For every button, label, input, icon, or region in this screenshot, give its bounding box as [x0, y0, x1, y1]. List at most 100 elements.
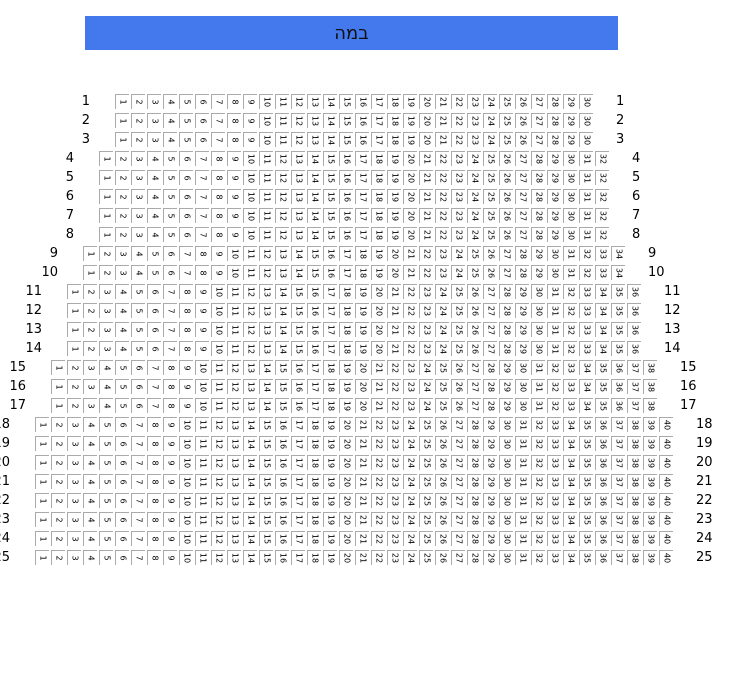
seat[interactable]: 5 [163, 170, 177, 185]
seat[interactable]: 25 [499, 113, 513, 128]
seat[interactable]: 21 [355, 474, 369, 489]
seat[interactable]: 9 [195, 322, 209, 337]
seat[interactable]: 5 [179, 132, 193, 147]
seat[interactable]: 32 [563, 341, 577, 356]
seat[interactable]: 30 [499, 512, 513, 527]
seat[interactable]: 28 [467, 474, 481, 489]
seat[interactable]: 28 [467, 550, 481, 565]
seat[interactable]: 32 [595, 227, 609, 242]
seat[interactable]: 24 [483, 132, 497, 147]
seat[interactable]: 26 [435, 474, 449, 489]
seat[interactable]: 36 [611, 398, 625, 413]
seat[interactable]: 14 [307, 170, 321, 185]
seat[interactable]: 22 [371, 474, 385, 489]
seat[interactable]: 32 [531, 493, 545, 508]
seat[interactable]: 4 [163, 113, 177, 128]
seat[interactable]: 23 [467, 113, 481, 128]
seat[interactable]: 33 [563, 360, 577, 375]
seat[interactable]: 32 [531, 531, 545, 546]
seat[interactable]: 25 [483, 208, 497, 223]
seat[interactable]: 6 [195, 113, 209, 128]
seat[interactable]: 4 [131, 246, 145, 261]
seat[interactable]: 8 [179, 341, 193, 356]
seat[interactable]: 10 [211, 322, 225, 337]
seat[interactable]: 4 [115, 284, 129, 299]
seat[interactable]: 25 [451, 322, 465, 337]
seat[interactable]: 12 [243, 303, 257, 318]
seat[interactable]: 32 [579, 246, 593, 261]
seat[interactable]: 1 [35, 512, 49, 527]
seat[interactable]: 6 [115, 436, 129, 451]
seat[interactable]: 16 [291, 379, 305, 394]
seat[interactable]: 20 [419, 132, 433, 147]
seat[interactable]: 33 [547, 436, 561, 451]
seat[interactable]: 19 [371, 265, 385, 280]
seat[interactable]: 18 [307, 455, 321, 470]
seat[interactable]: 3 [131, 151, 145, 166]
seat[interactable]: 6 [163, 265, 177, 280]
seat[interactable]: 2 [99, 265, 113, 280]
seat[interactable]: 9 [179, 360, 193, 375]
seat[interactable]: 29 [499, 360, 513, 375]
seat[interactable]: 20 [403, 170, 417, 185]
seat[interactable]: 35 [611, 284, 625, 299]
seat[interactable]: 19 [387, 170, 401, 185]
seat[interactable]: 30 [499, 436, 513, 451]
seat[interactable]: 6 [131, 379, 145, 394]
seat[interactable]: 29 [515, 284, 529, 299]
seat[interactable]: 9 [243, 132, 257, 147]
seat[interactable]: 2 [51, 455, 65, 470]
seat[interactable]: 34 [563, 550, 577, 565]
seat[interactable]: 21 [387, 341, 401, 356]
seat[interactable]: 4 [83, 531, 97, 546]
seat[interactable]: 26 [499, 227, 513, 242]
seat[interactable]: 23 [467, 132, 481, 147]
seat[interactable]: 18 [323, 379, 337, 394]
seat[interactable]: 24 [467, 227, 481, 242]
seat[interactable]: 10 [259, 94, 273, 109]
seat[interactable]: 3 [67, 493, 81, 508]
seat[interactable]: 1 [67, 341, 81, 356]
seat[interactable]: 7 [195, 151, 209, 166]
seat[interactable]: 22 [371, 550, 385, 565]
seat[interactable]: 32 [547, 360, 561, 375]
seat[interactable]: 18 [387, 113, 401, 128]
seat[interactable]: 15 [291, 284, 305, 299]
seat[interactable]: 4 [115, 322, 129, 337]
seat[interactable]: 39 [643, 512, 657, 527]
seat[interactable]: 12 [243, 284, 257, 299]
seat[interactable]: 8 [195, 265, 209, 280]
seat[interactable]: 21 [435, 113, 449, 128]
seat[interactable]: 38 [643, 360, 657, 375]
seat[interactable]: 15 [307, 246, 321, 261]
seat[interactable]: 22 [403, 284, 417, 299]
seat[interactable]: 19 [387, 208, 401, 223]
seat[interactable]: 8 [211, 170, 225, 185]
seat[interactable]: 1 [67, 284, 81, 299]
seat[interactable]: 33 [579, 322, 593, 337]
seat[interactable]: 22 [435, 189, 449, 204]
seat[interactable]: 25 [483, 227, 497, 242]
seat[interactable]: 29 [515, 341, 529, 356]
seat[interactable]: 28 [531, 170, 545, 185]
seat[interactable]: 34 [595, 284, 609, 299]
seat[interactable]: 39 [643, 550, 657, 565]
seat[interactable]: 5 [131, 322, 145, 337]
seat[interactable]: 2 [115, 208, 129, 223]
seat[interactable]: 36 [595, 512, 609, 527]
seat[interactable]: 5 [163, 189, 177, 204]
seat[interactable]: 20 [339, 550, 353, 565]
seat[interactable]: 3 [99, 322, 113, 337]
seat[interactable]: 25 [435, 379, 449, 394]
seat[interactable]: 15 [259, 455, 273, 470]
seat[interactable]: 29 [483, 455, 497, 470]
seat[interactable]: 8 [147, 474, 161, 489]
seat[interactable]: 13 [307, 94, 321, 109]
seat[interactable]: 29 [483, 531, 497, 546]
seat[interactable]: 3 [67, 417, 81, 432]
seat[interactable]: 9 [163, 474, 177, 489]
seat[interactable]: 18 [307, 417, 321, 432]
seat[interactable]: 19 [355, 322, 369, 337]
seat[interactable]: 29 [499, 398, 513, 413]
seat[interactable]: 3 [99, 284, 113, 299]
